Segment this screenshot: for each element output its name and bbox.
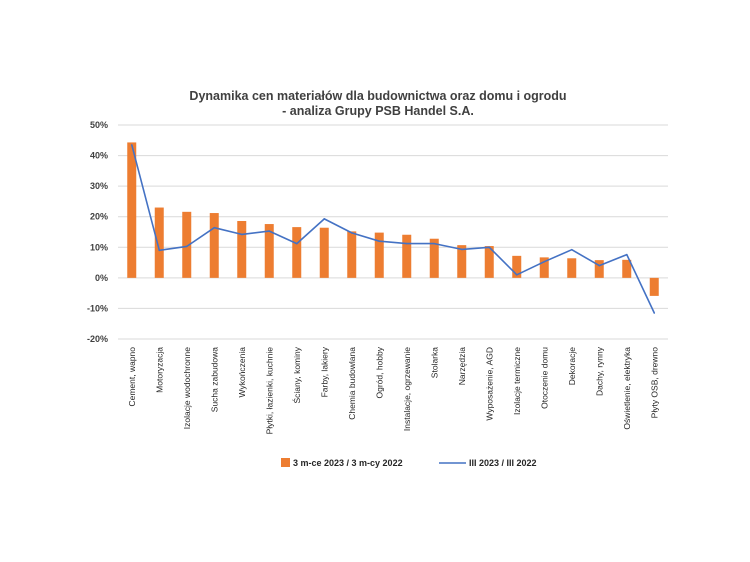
x-category-label: Ogród, hobby [374, 346, 384, 398]
line-point [268, 230, 271, 232]
x-category-label: Wykończenia [237, 347, 247, 398]
x-category-label: Motoryzacja [154, 347, 164, 393]
x-category-label: Płytki, łazienki, kuchnie [264, 347, 274, 435]
bar [539, 257, 549, 278]
line-point [625, 253, 628, 256]
gridlines [118, 124, 668, 340]
legend-swatch-bar [281, 458, 290, 467]
y-tick-label: 30% [90, 181, 108, 191]
bar [374, 232, 384, 278]
line-point [350, 232, 353, 234]
y-tick-label: 50% [90, 120, 108, 130]
x-category-label: Wyposażenie, AGD [484, 347, 494, 421]
line-point [185, 245, 188, 248]
bar [127, 142, 137, 278]
line-series [130, 144, 656, 314]
chart-container: Dynamika cen materiałów dla budownictwa … [70, 78, 678, 486]
line-point [405, 242, 408, 245]
bar [292, 227, 302, 278]
y-tick-label: -20% [87, 334, 108, 344]
line-point [598, 264, 601, 267]
line-point [213, 226, 216, 229]
y-axis-ticks: 50% 40% 30% 20% 10% 0% -10% -20% [87, 120, 108, 344]
y-tick-label: 10% [90, 242, 108, 252]
x-category-label: Narzędzia [457, 347, 467, 386]
x-category-label: Izolacje wodochronne [182, 347, 192, 429]
line-point [570, 248, 573, 251]
x-category-label: Dekoracje [567, 347, 577, 386]
y-tick-label: 40% [90, 151, 108, 161]
x-axis-categories: Cement, wapno Motoryzacja Izolacje wodochr… [127, 346, 660, 434]
x-category-label: Sucha zabudowa [209, 347, 219, 412]
bar [319, 227, 329, 278]
x-category-label: Otoczenie domu [539, 347, 549, 409]
x-category-label: Izolacje termiczne [512, 347, 522, 415]
x-category-label: Farby, lakiery [319, 346, 329, 397]
bar [182, 211, 192, 278]
y-tick-label: 0% [95, 273, 108, 283]
legend-label: III 2023 / III 2022 [469, 458, 537, 468]
x-category-label: Oświetlenie, elektryka [622, 347, 632, 430]
line-point [295, 242, 298, 245]
bar [347, 231, 357, 278]
x-category-label: Instalacje, ogrzewanie [402, 347, 412, 431]
bar [484, 246, 494, 278]
line-point [433, 242, 436, 245]
legend: 3 m-ce 2023 / 3 m-cy 2022 III 2023 / III … [281, 458, 537, 468]
x-category-label: Cement, wapno [127, 347, 137, 407]
legend-label: 3 m-ce 2023 / 3 m-cy 2022 [293, 458, 403, 468]
x-category-label: Płyty OSB, drewno [649, 347, 659, 419]
line-point [460, 248, 463, 251]
y-tick-label: 20% [90, 212, 108, 222]
chart-title-line: - analiza Grupy PSB Handel S.A. [282, 104, 474, 118]
chart-title: Dynamika cen materiałów dla budownictwa … [189, 89, 566, 118]
bar [154, 207, 164, 278]
x-category-label: Dachy, rynny [594, 346, 604, 396]
chart-title-line: Dynamika cen materiałów dla budownictwa … [189, 89, 566, 103]
bar [209, 213, 219, 278]
bar [649, 277, 659, 296]
x-category-label: Chemia budowlana [347, 347, 357, 420]
bar-series [127, 142, 659, 296]
x-category-label: Stolarka [429, 347, 439, 378]
line-point [323, 218, 326, 220]
bar [594, 260, 604, 278]
bar [457, 245, 467, 278]
bar [237, 220, 247, 278]
bar [512, 255, 522, 278]
x-category-label: Ściany, kominy [291, 346, 302, 403]
line-point [378, 240, 381, 242]
bar [429, 238, 439, 278]
line-point [488, 246, 491, 249]
line-point [130, 144, 133, 146]
line-point [158, 249, 161, 252]
bar [264, 224, 274, 278]
y-tick-label: -10% [87, 303, 108, 313]
line-point [653, 312, 656, 314]
bar [622, 259, 632, 278]
line-series-path [131, 144, 656, 314]
line-point [543, 260, 546, 263]
line-point [240, 233, 243, 236]
line-point [515, 274, 518, 276]
bar [402, 234, 412, 278]
bar [567, 258, 577, 278]
chart-svg: Dynamika cen materiałów dla budownictwa … [87, 89, 668, 468]
